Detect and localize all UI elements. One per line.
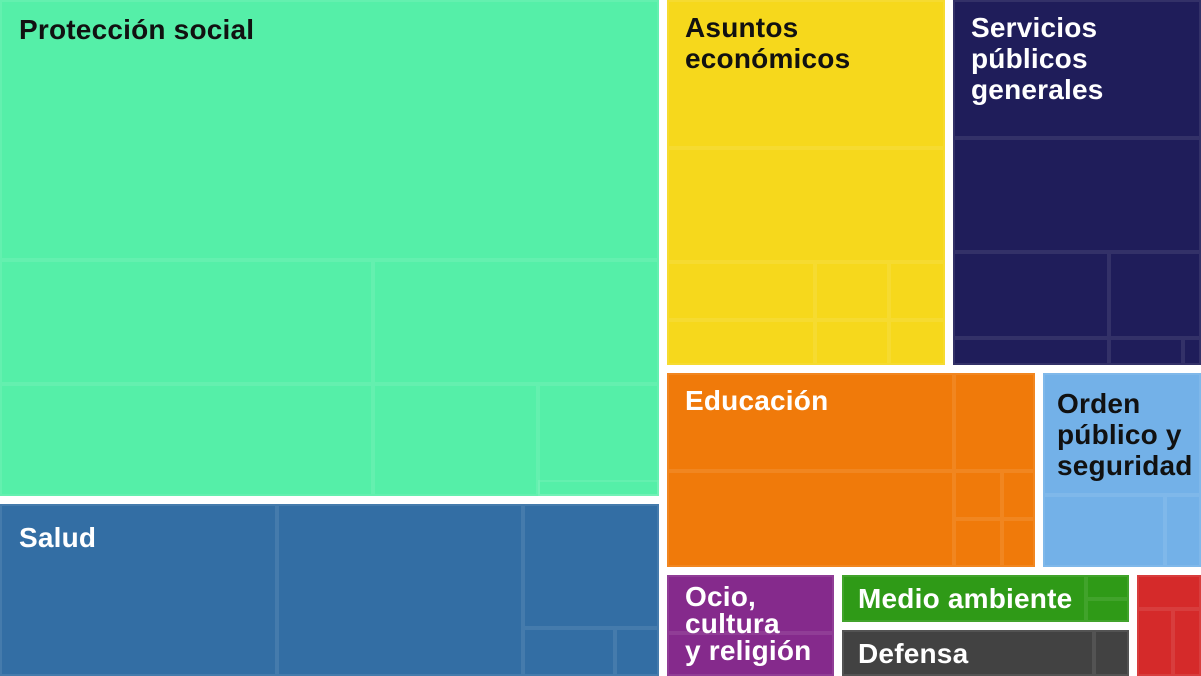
treemap-subtile <box>538 480 659 496</box>
treemap-subtile <box>1165 495 1201 567</box>
treemap-subtile <box>0 504 277 676</box>
treemap-subtile <box>1109 338 1183 365</box>
treemap-subtile <box>0 260 373 384</box>
treemap-subtile <box>954 519 1002 567</box>
treemap-subtile <box>1043 373 1201 495</box>
treemap-subtile <box>953 252 1109 338</box>
treemap-subtile <box>842 630 1094 676</box>
treemap-subtile <box>1094 630 1129 676</box>
treemap-subtile <box>889 320 945 365</box>
treemap-tile-proteccion: Protección social <box>0 0 659 496</box>
treemap-tile-ocio: Ocio, cultura y religión <box>667 575 834 676</box>
treemap-tile-educacion: Educación <box>667 373 1035 567</box>
treemap-subtile <box>615 628 659 676</box>
treemap-subtile <box>1043 495 1165 567</box>
treemap-subtile <box>1137 575 1201 609</box>
treemap-label-defensa: Defensa <box>858 638 969 669</box>
treemap-label-servicios: Servicios públicos generales <box>971 12 1104 105</box>
treemap-subtile <box>0 384 373 496</box>
treemap-subtile <box>815 262 889 320</box>
treemap-subtile <box>1002 519 1035 567</box>
treemap-subtile <box>667 262 815 320</box>
treemap-label-educacion: Educación <box>685 385 829 416</box>
treemap-subtile <box>1002 471 1035 519</box>
treemap-subtile <box>0 0 659 260</box>
treemap-subtile <box>953 0 1201 138</box>
treemap-subtile <box>954 471 1002 519</box>
treemap-subtile <box>373 384 538 496</box>
treemap-subtile <box>667 575 834 633</box>
treemap-subtile <box>523 504 659 628</box>
treemap-subtile <box>538 384 659 496</box>
treemap-tile-salud: Salud <box>0 504 659 676</box>
treemap-subtile <box>842 575 1086 622</box>
treemap-subtile <box>667 148 945 262</box>
treemap-tile-medio: Medio ambiente <box>842 575 1129 622</box>
treemap-subtile <box>1137 609 1173 676</box>
treemap-subtile <box>667 373 954 471</box>
treemap-tile-asuntos: Asuntos económicos <box>667 0 945 365</box>
treemap-label-proteccion: Protección social <box>19 14 255 45</box>
treemap-label-medio: Medio ambiente <box>858 583 1073 614</box>
treemap-label-salud: Salud <box>19 522 97 553</box>
treemap-subtile <box>1183 338 1201 365</box>
treemap-label-asuntos: Asuntos económicos <box>685 12 851 74</box>
treemap-subtile <box>954 373 1035 471</box>
treemap-subtile <box>1086 599 1129 622</box>
treemap-subtile <box>1086 575 1129 599</box>
treemap-subtile <box>523 628 615 676</box>
treemap-label-ocio: Ocio, cultura y religión <box>685 581 812 666</box>
treemap-label-orden: Orden público y seguridad <box>1057 388 1193 481</box>
treemap-tile-orden: Orden público y seguridad <box>1043 373 1201 567</box>
treemap-subtile <box>1109 252 1201 338</box>
treemap-subtile <box>667 633 834 676</box>
treemap-subtile <box>667 320 815 365</box>
treemap-subtile <box>889 262 945 320</box>
treemap-subtile <box>667 471 954 567</box>
treemap-subtile <box>1173 609 1201 676</box>
treemap-tile-servicios: Servicios públicos generales <box>953 0 1201 365</box>
treemap-subtile <box>953 138 1201 252</box>
treemap-tile-defensa: Defensa <box>842 630 1129 676</box>
treemap-subtile <box>953 338 1109 365</box>
treemap-subtile <box>373 260 659 384</box>
treemap-tile-vivienda <box>1137 575 1201 676</box>
treemap-subtile <box>277 504 523 676</box>
treemap-subtile <box>815 320 889 365</box>
treemap-subtile <box>667 0 945 148</box>
